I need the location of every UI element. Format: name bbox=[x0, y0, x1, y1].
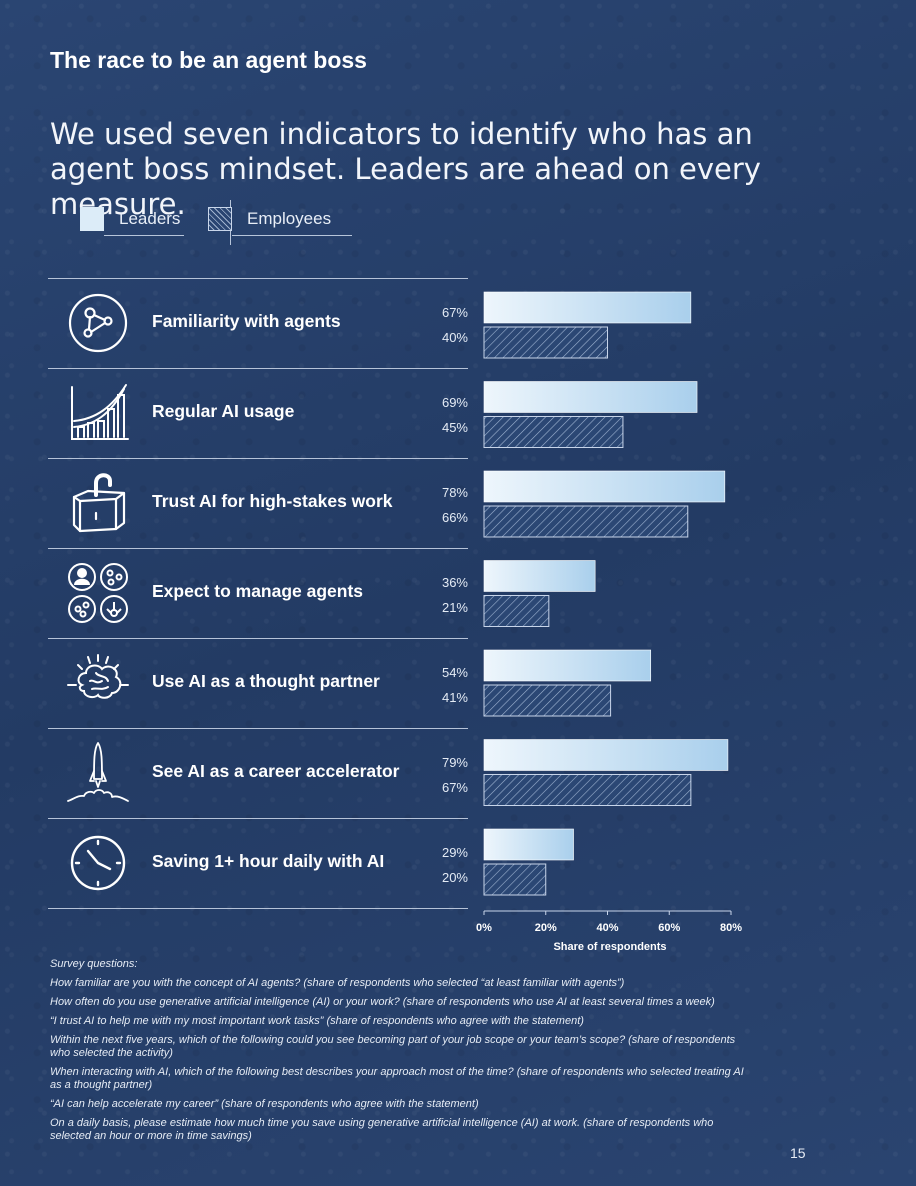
x-axis: 0% 20% 40% 60% 80% bbox=[476, 910, 742, 934]
employees-value-label: 20% bbox=[441, 870, 468, 885]
employees-value-label: 45% bbox=[441, 420, 468, 435]
legend-leaders-label: Leaders bbox=[119, 209, 181, 228]
indicator-row: Expect to manage agents 36% 21% bbox=[48, 548, 468, 638]
employees-value-label: 40% bbox=[441, 330, 468, 345]
leaders-bar bbox=[483, 470, 726, 503]
bar-chart: 0% 20% 40% 60% 80% Share of respondents bbox=[476, 291, 742, 953]
employees-value-label: 21% bbox=[441, 600, 468, 615]
employees-value-label: 67% bbox=[441, 780, 468, 795]
survey-question: How often do you use generative artifici… bbox=[50, 996, 715, 1008]
indicator-label: See AI as a career accelerator bbox=[152, 761, 400, 781]
indicator-label: Expect to manage agents bbox=[152, 581, 364, 601]
employees-bar bbox=[483, 774, 692, 806]
indicator-rows: Familiarity with agents 67% 40% Regular … bbox=[48, 278, 468, 909]
legend-underline bbox=[104, 235, 184, 236]
team-agents-icon bbox=[66, 561, 130, 625]
survey-question: Within the next five years, which of the… bbox=[50, 1034, 736, 1059]
leaders-bar bbox=[483, 828, 574, 861]
x-tick-label: 40% bbox=[596, 922, 618, 934]
indicator-row: See AI as a career accelerator 79% 67% bbox=[48, 728, 468, 818]
page-number: 15 bbox=[790, 1145, 806, 1161]
x-tick-label: 20% bbox=[535, 922, 557, 934]
indicator-row: Trust AI for high-stakes work 78% 66% bbox=[48, 458, 468, 548]
leaders-bar bbox=[483, 739, 729, 771]
unlocked-padlock-icon bbox=[66, 471, 130, 535]
indicator-label: Regular AI usage bbox=[152, 401, 295, 421]
legend-leaders-swatch bbox=[80, 207, 104, 231]
leaders-value-label: 54% bbox=[441, 665, 468, 680]
leaders-value-label: 78% bbox=[441, 485, 468, 500]
survey-question: “AI can help accelerate my career” (shar… bbox=[50, 1098, 479, 1110]
x-tick-label: 0% bbox=[476, 922, 492, 934]
notes-heading: Survey questions: bbox=[50, 958, 138, 970]
survey-question: How familiar are you with the concept of… bbox=[50, 977, 625, 989]
employees-bar bbox=[483, 416, 624, 448]
legend-underline bbox=[232, 235, 352, 236]
network-icon bbox=[66, 291, 130, 355]
growth-chart-icon bbox=[66, 381, 130, 445]
indicator-row: Regular AI usage 69% 45% bbox=[48, 368, 468, 458]
leaders-value-label: 67% bbox=[441, 305, 468, 320]
leaders-value-label: 69% bbox=[441, 395, 468, 410]
employees-value-label: 66% bbox=[441, 510, 468, 525]
employees-bar bbox=[483, 684, 612, 717]
chart-legend: Leaders Employees bbox=[80, 200, 355, 245]
indicator-label: Familiarity with agents bbox=[152, 311, 341, 331]
x-tick-label: 80% bbox=[720, 922, 742, 934]
leaders-value-label: 79% bbox=[441, 755, 468, 770]
indicator-label: Use AI as a thought partner bbox=[152, 671, 380, 691]
leaders-value-label: 29% bbox=[441, 845, 468, 860]
leaders-value-label: 36% bbox=[441, 575, 468, 590]
leaders-bar bbox=[483, 560, 596, 592]
indicator-row: Familiarity with agents 67% 40% bbox=[48, 278, 468, 368]
leaders-bar bbox=[483, 381, 698, 413]
page-title: The race to be an agent boss bbox=[50, 47, 367, 73]
employees-bar bbox=[483, 505, 689, 538]
survey-question: On a daily basis, please estimate how mu… bbox=[50, 1117, 714, 1142]
clock-icon bbox=[66, 831, 130, 895]
page-subtitle: We used seven indicators to identify who… bbox=[50, 117, 761, 221]
x-tick-label: 60% bbox=[658, 922, 680, 934]
rocket-icon bbox=[66, 741, 130, 805]
survey-notes: Survey questions: How familiar are you w… bbox=[50, 958, 750, 1149]
indicator-label: Saving 1+ hour daily with AI bbox=[152, 851, 385, 871]
leaders-bar bbox=[483, 649, 652, 682]
indicator-label: Trust AI for high-stakes work bbox=[152, 491, 393, 511]
indicator-row: Use AI as a thought partner 54% 41% bbox=[48, 638, 468, 728]
brain-icon bbox=[66, 651, 130, 715]
x-axis-title: Share of respondents bbox=[553, 941, 666, 953]
employees-bar bbox=[483, 595, 550, 627]
survey-question: When interacting with AI, which of the f… bbox=[50, 1066, 744, 1091]
employees-bar bbox=[483, 326, 608, 359]
legend-employees-swatch bbox=[208, 207, 232, 231]
leaders-bar bbox=[483, 291, 692, 324]
bars-group bbox=[483, 291, 729, 896]
employees-bar bbox=[483, 863, 547, 896]
employees-value-label: 41% bbox=[441, 690, 468, 705]
legend-employees-label: Employees bbox=[247, 209, 332, 228]
survey-question: “I trust AI to help me with my most impo… bbox=[50, 1015, 584, 1027]
indicator-row: Saving 1+ hour daily with AI 29% 20% bbox=[48, 818, 468, 909]
